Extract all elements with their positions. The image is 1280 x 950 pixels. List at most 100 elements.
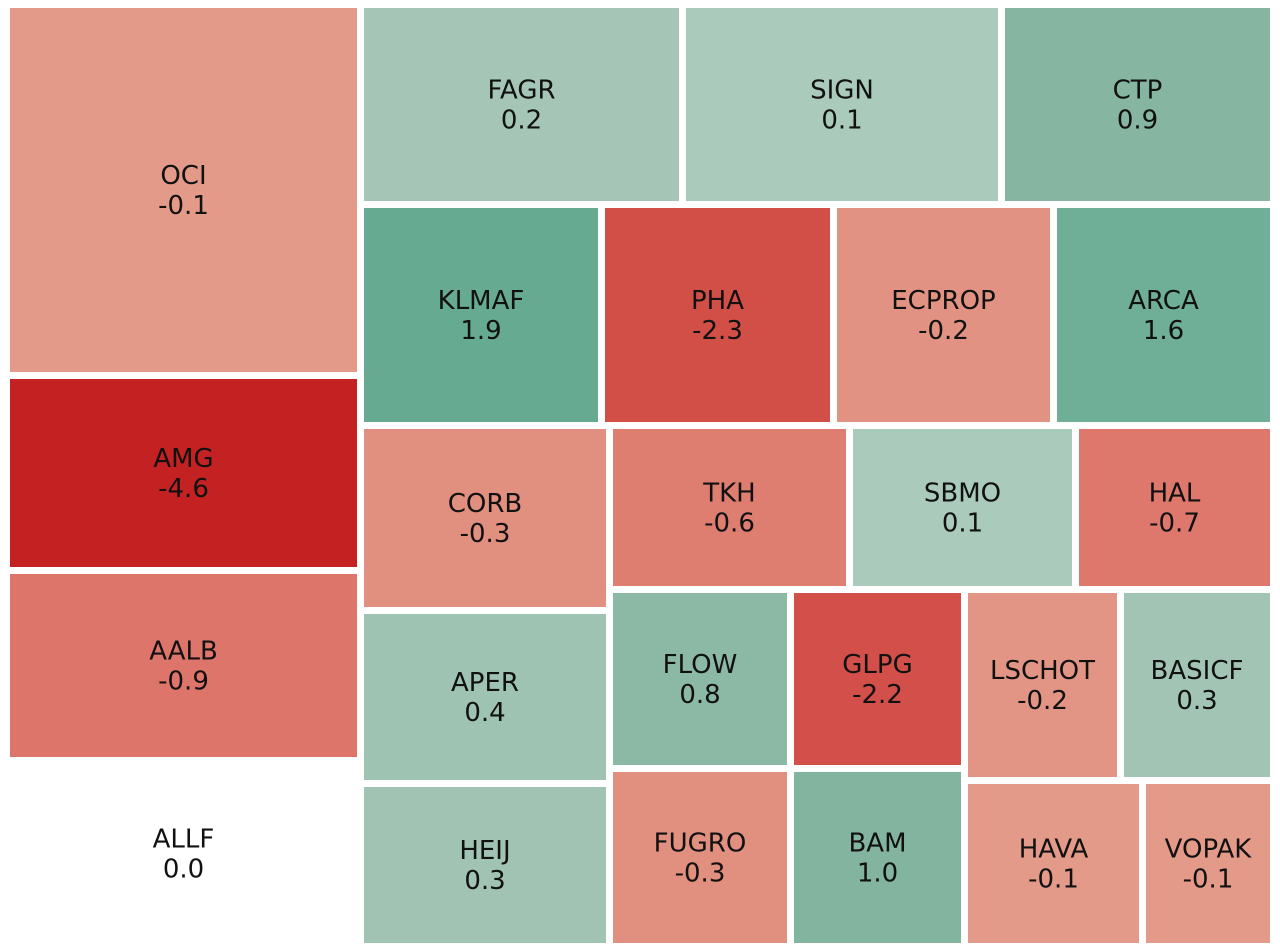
tile-ticker-label: ARCA xyxy=(1128,286,1199,316)
tile-ticker-label: AMG xyxy=(153,444,213,474)
tile-oci: OCI-0.1 xyxy=(10,8,357,372)
tile-rect-ctp xyxy=(1005,8,1270,201)
tile-rect-allf xyxy=(10,764,357,943)
tile-ticker-label: HAVA xyxy=(1019,835,1089,865)
tile-ticker-label: HEIJ xyxy=(459,836,510,866)
tile-ticker-label: BAM xyxy=(848,829,906,859)
tile-change-label: -0.1 xyxy=(158,191,209,221)
tile-ticker-label: FLOW xyxy=(663,650,738,680)
tile-change-label: 0.8 xyxy=(679,680,720,710)
tile-change-label: -0.1 xyxy=(1028,865,1079,895)
tile-rect-basicf xyxy=(1124,593,1270,777)
tile-ticker-label: CORB xyxy=(448,489,523,519)
tile-change-label: 0.9 xyxy=(1117,106,1158,136)
tile-rect-flow xyxy=(613,593,787,765)
tile-rect-aalb xyxy=(10,574,357,757)
tile-ticker-label: VOPAK xyxy=(1165,835,1253,865)
tile-change-label: -0.3 xyxy=(460,519,511,549)
tile-ticker-label: TKH xyxy=(702,479,755,509)
tile-change-label: 1.9 xyxy=(460,316,501,346)
tile-aalb: AALB-0.9 xyxy=(10,574,357,757)
tile-rect-klmaf xyxy=(364,208,598,422)
tile-rect-heij xyxy=(364,787,606,943)
tile-change-label: -0.9 xyxy=(158,667,209,697)
tile-change-label: 0.4 xyxy=(464,698,505,728)
tile-ticker-label: KLMAF xyxy=(438,286,525,316)
tile-hava: HAVA-0.1 xyxy=(968,784,1139,943)
tile-rect-lschot xyxy=(968,593,1117,777)
tile-change-label: -0.2 xyxy=(918,316,969,346)
tile-rect-sbmo xyxy=(853,429,1072,586)
tile-rect-glpg xyxy=(794,593,961,765)
tile-rect-aper xyxy=(364,614,606,780)
tile-corb: CORB-0.3 xyxy=(364,429,606,607)
tile-hal: HAL-0.7 xyxy=(1079,429,1270,586)
tile-change-label: -0.1 xyxy=(1183,865,1234,895)
tile-ticker-label: GLPG xyxy=(842,650,912,680)
tile-tkh: TKH-0.6 xyxy=(613,429,846,586)
tile-ticker-label: FAGR xyxy=(487,76,555,106)
tile-ticker-label: LSCHOT xyxy=(990,656,1095,686)
tile-change-label: 1.0 xyxy=(857,859,898,889)
tile-ticker-label: SBMO xyxy=(924,479,1001,509)
tile-rect-fagr xyxy=(364,8,679,201)
tile-change-label: 0.3 xyxy=(464,866,505,896)
tile-ticker-label: SIGN xyxy=(810,76,874,106)
tile-change-label: -0.6 xyxy=(704,509,755,539)
tile-ticker-label: HAL xyxy=(1149,479,1201,509)
tile-change-label: 0.1 xyxy=(821,106,862,136)
tile-rect-oci xyxy=(10,8,357,372)
tile-rect-bam xyxy=(794,772,961,943)
tile-pha: PHA-2.3 xyxy=(605,208,830,422)
tile-rect-corb xyxy=(364,429,606,607)
tile-amg: AMG-4.6 xyxy=(10,379,357,567)
tile-change-label: 0.1 xyxy=(942,509,983,539)
tile-rect-amg xyxy=(10,379,357,567)
tile-ticker-label: OCI xyxy=(160,161,206,191)
tile-ecprop: ECPROP-0.2 xyxy=(837,208,1050,422)
tile-change-label: -0.7 xyxy=(1149,509,1200,539)
tile-rect-tkh xyxy=(613,429,846,586)
tile-ticker-label: ALLF xyxy=(153,825,215,855)
tile-rect-pha xyxy=(605,208,830,422)
tile-rect-arca xyxy=(1057,208,1270,422)
tile-lschot: LSCHOT-0.2 xyxy=(968,593,1117,777)
tile-rect-ecprop xyxy=(837,208,1050,422)
tile-glpg: GLPG-2.2 xyxy=(794,593,961,765)
tile-change-label: -0.2 xyxy=(1017,686,1068,716)
tile-rect-fugro xyxy=(613,772,787,943)
tile-change-label: -0.3 xyxy=(675,859,726,889)
tile-ticker-label: ECPROP xyxy=(891,286,995,316)
tile-change-label: -4.6 xyxy=(158,474,209,504)
tile-change-label: 0.3 xyxy=(1176,686,1217,716)
tile-change-label: 1.6 xyxy=(1143,316,1184,346)
tile-ticker-label: APER xyxy=(451,668,519,698)
tile-rect-hava xyxy=(968,784,1139,943)
tile-rect-sign xyxy=(686,8,998,201)
tile-fugro: FUGRO-0.3 xyxy=(613,772,787,943)
tile-vopak: VOPAK-0.1 xyxy=(1146,784,1270,943)
tile-ticker-label: AALB xyxy=(149,637,218,667)
tile-ticker-label: BASICF xyxy=(1151,656,1244,686)
tile-rect-hal xyxy=(1079,429,1270,586)
tile-rect-vopak xyxy=(1146,784,1270,943)
tile-change-label: -2.3 xyxy=(692,316,743,346)
tile-change-label: -2.2 xyxy=(852,680,903,710)
tile-ticker-label: FUGRO xyxy=(654,829,747,859)
tile-change-label: 0.0 xyxy=(163,855,204,885)
tile-ticker-label: CTP xyxy=(1113,76,1163,106)
tile-ticker-label: PHA xyxy=(691,286,744,316)
